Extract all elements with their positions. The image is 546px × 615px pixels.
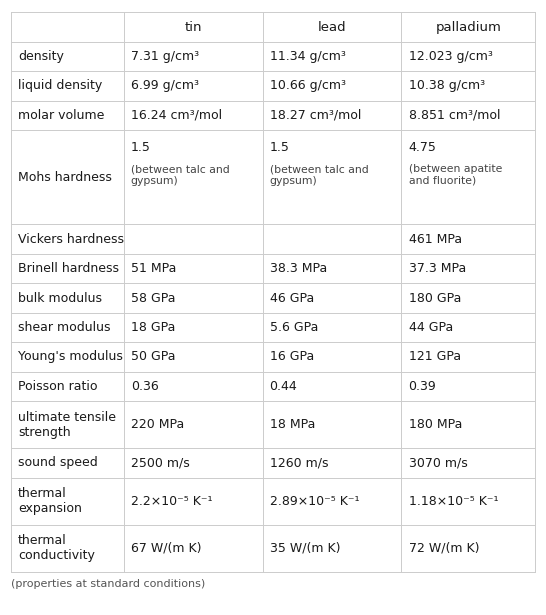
- Text: (between talc and
gypsum): (between talc and gypsum): [130, 164, 229, 186]
- Text: ultimate tensile
strength: ultimate tensile strength: [18, 411, 116, 438]
- Text: liquid density: liquid density: [18, 79, 102, 92]
- Text: 18 MPa: 18 MPa: [270, 418, 315, 431]
- Text: 16 GPa: 16 GPa: [270, 351, 314, 363]
- Text: 1.18×10⁻⁵ K⁻¹: 1.18×10⁻⁵ K⁻¹: [408, 494, 498, 508]
- Text: 461 MPa: 461 MPa: [408, 232, 461, 245]
- Text: 12.023 g/cm³: 12.023 g/cm³: [408, 50, 492, 63]
- Text: 220 MPa: 220 MPa: [130, 418, 184, 431]
- Text: 0.39: 0.39: [408, 380, 436, 393]
- Text: 72 W/(m K): 72 W/(m K): [408, 542, 479, 555]
- Text: 18 GPa: 18 GPa: [130, 321, 175, 334]
- Text: bulk modulus: bulk modulus: [18, 292, 102, 304]
- Text: (between apatite
and fluorite): (between apatite and fluorite): [408, 164, 502, 186]
- Text: 51 MPa: 51 MPa: [130, 262, 176, 275]
- Text: 8.851 cm³/mol: 8.851 cm³/mol: [408, 109, 500, 122]
- Text: 18.27 cm³/mol: 18.27 cm³/mol: [270, 109, 361, 122]
- Text: 50 GPa: 50 GPa: [130, 351, 175, 363]
- Text: sound speed: sound speed: [18, 456, 98, 469]
- Text: 10.66 g/cm³: 10.66 g/cm³: [270, 79, 346, 92]
- Text: shear modulus: shear modulus: [18, 321, 110, 334]
- Text: Young's modulus: Young's modulus: [18, 351, 123, 363]
- Text: palladium: palladium: [435, 20, 501, 34]
- Text: thermal
expansion: thermal expansion: [18, 487, 82, 515]
- Text: 1260 m/s: 1260 m/s: [270, 456, 328, 469]
- Text: 121 GPa: 121 GPa: [408, 351, 461, 363]
- Text: Brinell hardness: Brinell hardness: [18, 262, 119, 275]
- Text: 46 GPa: 46 GPa: [270, 292, 314, 304]
- Text: Vickers hardness: Vickers hardness: [18, 232, 124, 245]
- Text: 37.3 MPa: 37.3 MPa: [408, 262, 466, 275]
- Text: 6.99 g/cm³: 6.99 g/cm³: [130, 79, 199, 92]
- Text: 44 GPa: 44 GPa: [408, 321, 453, 334]
- Text: 35 W/(m K): 35 W/(m K): [270, 542, 340, 555]
- Text: thermal
conductivity: thermal conductivity: [18, 534, 95, 562]
- Text: Poisson ratio: Poisson ratio: [18, 380, 98, 393]
- Text: 5.6 GPa: 5.6 GPa: [270, 321, 318, 334]
- Text: 58 GPa: 58 GPa: [130, 292, 175, 304]
- Text: 11.34 g/cm³: 11.34 g/cm³: [270, 50, 346, 63]
- Text: 1.5: 1.5: [130, 141, 151, 154]
- Text: (properties at standard conditions): (properties at standard conditions): [11, 579, 205, 589]
- Text: 38.3 MPa: 38.3 MPa: [270, 262, 327, 275]
- Text: 7.31 g/cm³: 7.31 g/cm³: [130, 50, 199, 63]
- Text: molar volume: molar volume: [18, 109, 104, 122]
- Text: 1.5: 1.5: [270, 141, 289, 154]
- Text: 0.44: 0.44: [270, 380, 298, 393]
- Text: 16.24 cm³/mol: 16.24 cm³/mol: [130, 109, 222, 122]
- Text: lead: lead: [318, 20, 346, 34]
- Text: 67 W/(m K): 67 W/(m K): [130, 542, 201, 555]
- Text: 2.2×10⁻⁵ K⁻¹: 2.2×10⁻⁵ K⁻¹: [130, 494, 212, 508]
- Text: 180 MPa: 180 MPa: [408, 418, 462, 431]
- Text: 2500 m/s: 2500 m/s: [130, 456, 189, 469]
- Text: tin: tin: [185, 20, 202, 34]
- Text: Mohs hardness: Mohs hardness: [18, 171, 112, 184]
- Text: 3070 m/s: 3070 m/s: [408, 456, 467, 469]
- Text: 4.75: 4.75: [408, 141, 436, 154]
- Text: 0.36: 0.36: [130, 380, 158, 393]
- Text: (between talc and
gypsum): (between talc and gypsum): [270, 164, 369, 186]
- Text: 2.89×10⁻⁵ K⁻¹: 2.89×10⁻⁵ K⁻¹: [270, 494, 359, 508]
- Text: 180 GPa: 180 GPa: [408, 292, 461, 304]
- Text: density: density: [18, 50, 64, 63]
- Text: 10.38 g/cm³: 10.38 g/cm³: [408, 79, 485, 92]
